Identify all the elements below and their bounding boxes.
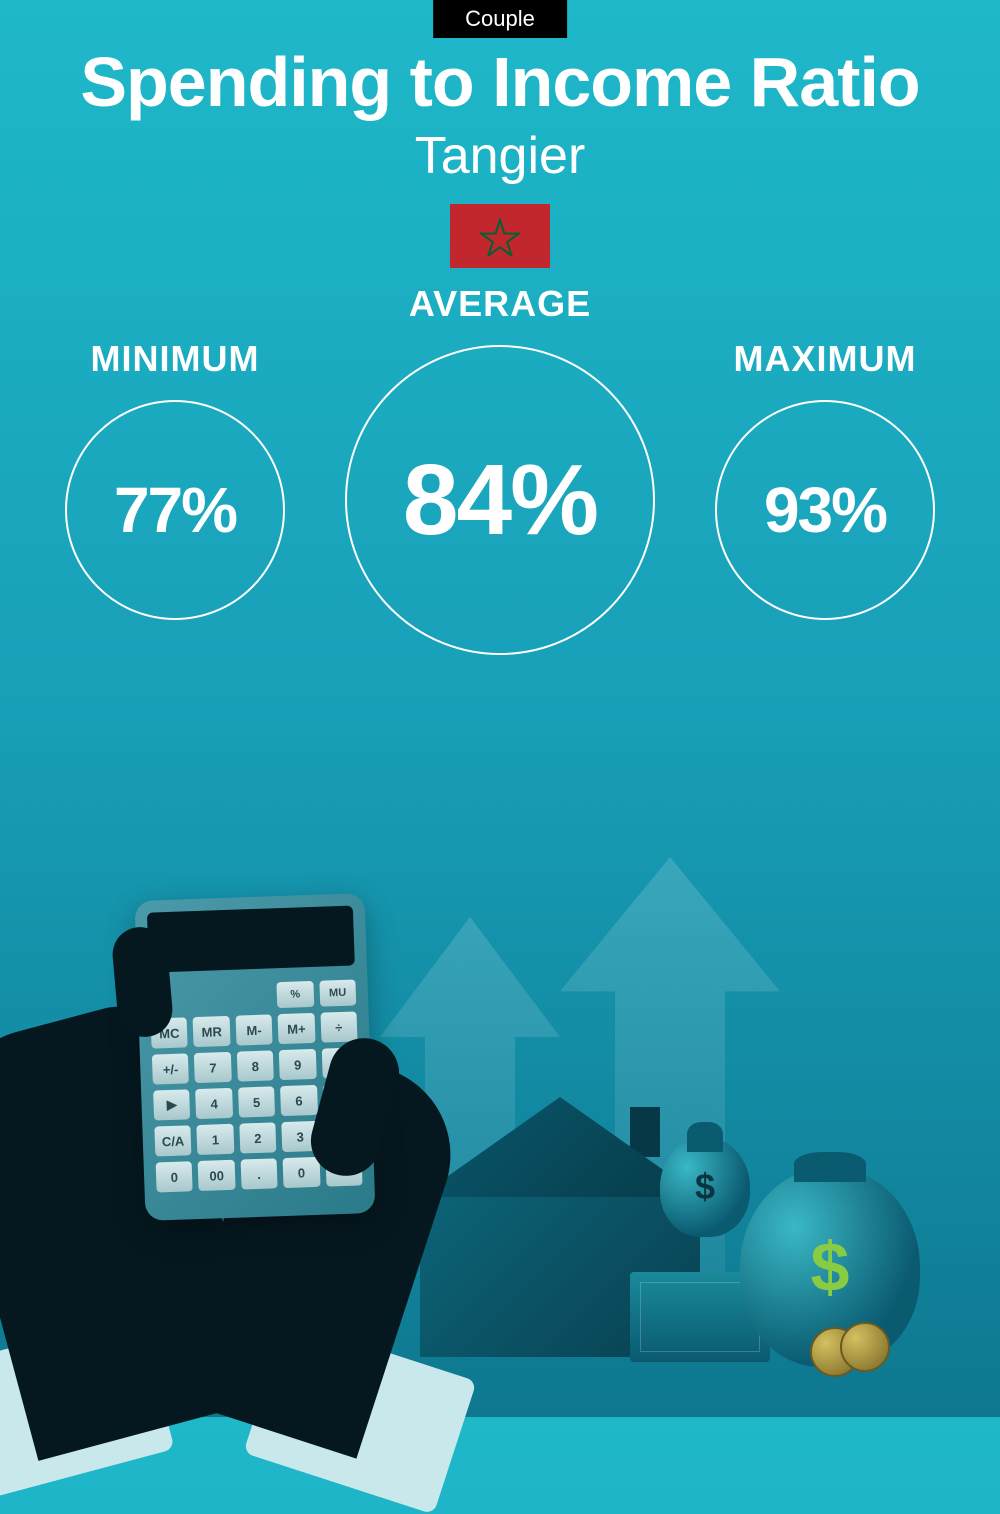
stat-maximum-label: MAXIMUM bbox=[734, 338, 917, 380]
flag-morocco-icon bbox=[450, 204, 550, 268]
illustration: $ $ % MU MC MR M- M+ bbox=[0, 817, 1000, 1417]
stat-minimum-circle: 77% bbox=[65, 400, 285, 620]
stat-average: AVERAGE 84% bbox=[345, 283, 655, 655]
category-tag: Couple bbox=[433, 0, 567, 38]
stat-maximum-value: 93% bbox=[764, 473, 886, 547]
stat-average-label: AVERAGE bbox=[409, 283, 591, 325]
coins-icon bbox=[810, 1317, 930, 1377]
stat-average-value: 84% bbox=[403, 443, 597, 558]
header: Spending to Income Ratio Tangier bbox=[0, 0, 1000, 268]
stat-minimum: MINIMUM 77% bbox=[65, 338, 285, 620]
page-title: Spending to Income Ratio bbox=[0, 42, 1000, 122]
hands-calculator-icon: % MU MC MR M- M+ ÷ +/- 7 8 9 x ▶ 4 5 6 -… bbox=[20, 877, 440, 1437]
stats-row: MINIMUM 77% AVERAGE 84% MAXIMUM 93% bbox=[0, 338, 1000, 655]
stat-minimum-label: MINIMUM bbox=[91, 338, 260, 380]
stat-average-circle: 84% bbox=[345, 345, 655, 655]
money-bag-icon: $ bbox=[660, 1137, 750, 1237]
stat-minimum-value: 77% bbox=[114, 473, 236, 547]
stat-maximum: MAXIMUM 93% bbox=[715, 338, 935, 620]
location-subtitle: Tangier bbox=[0, 126, 1000, 186]
stat-maximum-circle: 93% bbox=[715, 400, 935, 620]
